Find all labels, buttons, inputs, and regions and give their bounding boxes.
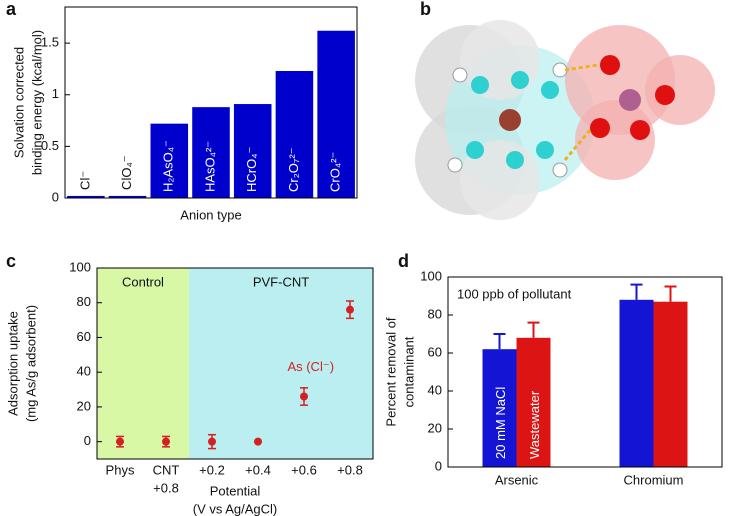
- y-axis-label: Adsorption uptake: [5, 311, 20, 416]
- x-tick-label: Chromium: [624, 472, 684, 487]
- x-tick-label: ClO₄⁻: [119, 155, 134, 190]
- legend-label: Wastewater: [527, 390, 542, 459]
- y-axis-label: binding energy (kcal/mol): [29, 30, 44, 175]
- y-tick-label: 100: [420, 268, 442, 283]
- bar: [516, 337, 551, 467]
- x-tick-label: +0.8: [337, 462, 363, 477]
- y-axis-label: Solvation corrected: [11, 47, 26, 158]
- x-tick-label: Cr₂O₇²⁻: [286, 147, 301, 192]
- legend-label: 20 mM NaCl: [493, 387, 508, 459]
- y-tick-label: 40: [77, 364, 91, 379]
- x-tick-label: Phys: [106, 462, 135, 477]
- y-tick-label: 60: [77, 329, 91, 344]
- y-axis-label: Percent removal of: [383, 317, 398, 426]
- x-tick-label: +0.6: [291, 462, 317, 477]
- y-axis-label: (mg As/g adsorbent): [23, 305, 38, 422]
- x-axis-label: Anion type: [180, 207, 241, 222]
- y-tick-label: 1.5: [41, 35, 59, 50]
- point: [116, 437, 124, 446]
- point: [300, 392, 308, 401]
- axis-frame: [447, 276, 723, 468]
- x-tick-label: Arsenic: [495, 472, 539, 487]
- bar: [275, 71, 314, 198]
- x-axis-label: Potential: [210, 483, 261, 498]
- x-axis-label: (V vs Ag/AgCl): [193, 501, 278, 516]
- y-axis-label: contaminant: [401, 336, 416, 407]
- region-label: Control: [122, 274, 164, 289]
- bar: [192, 107, 230, 198]
- region: [189, 268, 373, 459]
- x-tick-label: H₂AsO₄⁻: [161, 140, 176, 192]
- axis-frame: [64, 6, 358, 199]
- y-tick-label: 100: [69, 259, 91, 274]
- x-tick-label: +0.2: [199, 462, 225, 477]
- bar: [317, 30, 355, 199]
- panel-label: c: [6, 251, 16, 271]
- x-tick-label: +0.4: [245, 462, 271, 477]
- point: [254, 437, 262, 446]
- annotation: 100 ppb of pollutant: [457, 286, 572, 301]
- y-tick-label: 20: [428, 420, 442, 435]
- y-tick-label: 0: [52, 189, 59, 204]
- bar: [233, 104, 272, 198]
- panel-label: d: [398, 251, 409, 271]
- x-tick-label: CrO₄²⁻: [328, 152, 343, 192]
- y-tick-label: 20: [77, 398, 91, 413]
- molecule-image: [415, 20, 715, 220]
- bar: [619, 299, 654, 467]
- y-tick-label: 0.5: [41, 138, 59, 153]
- y-tick-label: 60: [428, 344, 442, 359]
- y-tick-label: 80: [77, 294, 91, 309]
- point: [346, 305, 354, 314]
- panel-label: a: [6, 0, 17, 19]
- legend-label: As (Cl⁻): [287, 359, 334, 374]
- x-tick-label: Cl⁻: [77, 171, 92, 190]
- y-tick-label: 1: [52, 86, 59, 101]
- bar: [67, 195, 105, 198]
- x-tick-label: HAsO₄²⁻: [202, 141, 217, 192]
- y-tick-label: 40: [428, 382, 442, 397]
- y-tick-label: 80: [428, 306, 442, 321]
- point: [162, 437, 170, 446]
- y-tick-label: 0: [435, 458, 442, 473]
- panel-label: b: [420, 0, 431, 19]
- region: [97, 268, 189, 459]
- bar: [108, 195, 147, 198]
- y-tick-label: 0: [84, 433, 91, 448]
- x-tick-label: +0.8: [153, 480, 179, 495]
- x-tick-label: HCrO₄⁻: [244, 147, 259, 192]
- x-tick-label: CNT: [153, 462, 180, 477]
- point: [208, 437, 216, 446]
- axis-frame: [96, 267, 374, 460]
- bar: [150, 123, 189, 198]
- bar: [482, 349, 517, 467]
- region-label: PVF-CNT: [253, 274, 309, 289]
- bar: [653, 301, 688, 467]
